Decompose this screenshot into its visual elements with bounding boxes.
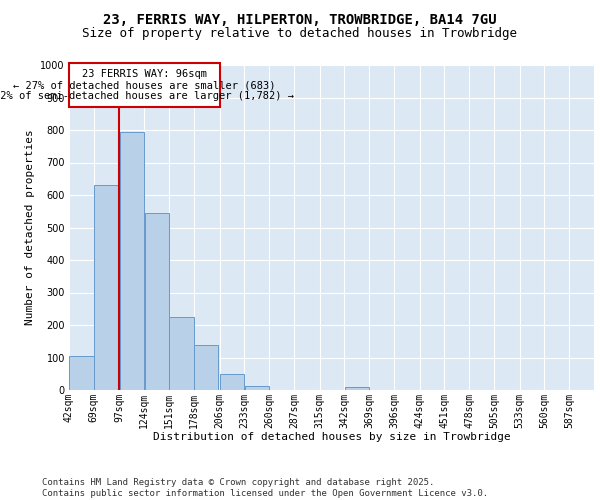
Bar — [145, 213, 169, 390]
Text: ← 27% of detached houses are smaller (683): ← 27% of detached houses are smaller (68… — [13, 80, 275, 90]
Bar — [69, 356, 94, 390]
Text: Contains HM Land Registry data © Crown copyright and database right 2025.
Contai: Contains HM Land Registry data © Crown c… — [42, 478, 488, 498]
X-axis label: Distribution of detached houses by size in Trowbridge: Distribution of detached houses by size … — [152, 432, 511, 442]
Y-axis label: Number of detached properties: Number of detached properties — [25, 130, 35, 326]
Bar — [220, 374, 244, 390]
Bar — [69, 64, 220, 108]
Bar — [344, 387, 369, 390]
Bar — [194, 345, 218, 390]
Text: 23 FERRIS WAY: 96sqm: 23 FERRIS WAY: 96sqm — [82, 70, 207, 80]
Text: 72% of semi-detached houses are larger (1,782) →: 72% of semi-detached houses are larger (… — [0, 92, 294, 102]
Bar — [120, 132, 144, 390]
Bar — [245, 386, 269, 390]
Text: Size of property relative to detached houses in Trowbridge: Size of property relative to detached ho… — [83, 28, 517, 40]
Bar — [94, 184, 118, 390]
Text: 23, FERRIS WAY, HILPERTON, TROWBRIDGE, BA14 7GU: 23, FERRIS WAY, HILPERTON, TROWBRIDGE, B… — [103, 12, 497, 26]
Bar — [169, 317, 194, 390]
